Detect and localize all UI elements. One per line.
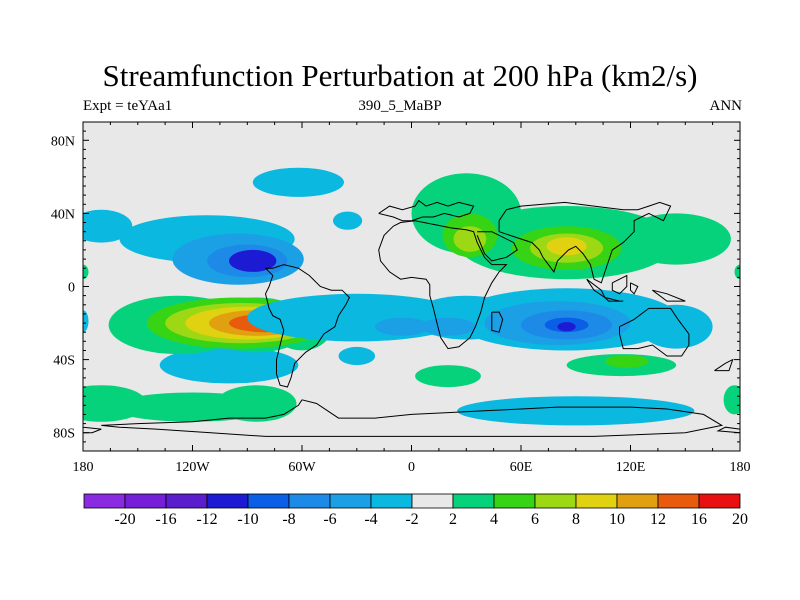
- coastline-1: [378, 220, 508, 350]
- contour-region-34: [453, 226, 487, 252]
- colorbar-box-0: [83, 493, 126, 509]
- coastline-7: [611, 274, 628, 295]
- colorbar-label-15: 20: [732, 511, 748, 528]
- x-tick-label-1: 120W: [175, 460, 210, 475]
- colorbar-label-14: 16: [691, 511, 707, 528]
- y-tick-label-1: 40N: [51, 207, 75, 222]
- colorbar-box-13: [616, 493, 659, 509]
- coastline-15: [716, 426, 740, 434]
- colorbar-box-7: [370, 493, 413, 509]
- colorbar-label-12: 10: [609, 511, 625, 528]
- coastline-3: [476, 231, 518, 262]
- colorbar-label-1: -16: [155, 511, 176, 528]
- contour-region-0: [333, 211, 363, 230]
- coastline-layer: [83, 199, 740, 437]
- colorbar-label-4: -8: [282, 511, 295, 528]
- colorbar-label-5: -6: [323, 511, 336, 528]
- colorbar-label-0: -20: [114, 511, 135, 528]
- contour-region-7: [252, 167, 344, 197]
- colorbar-box-14: [657, 493, 700, 509]
- contour-region-39: [604, 355, 649, 368]
- x-axis-labels: 180 120W 60W 0 60E 120E 180: [73, 460, 751, 475]
- colorbar-box-10: [493, 493, 536, 509]
- contour-region-24: [375, 317, 430, 336]
- contour-fill-layer: [83, 167, 740, 426]
- x-tick-label-5: 120E: [616, 460, 646, 475]
- colorbar-labels: -20 -16 -12 -10 -8 -6 -4 -2 2 4 6 8 10 12 16 20: [114, 511, 748, 528]
- contour-region-25: [420, 317, 476, 336]
- y-tick-label-2: 0: [68, 281, 75, 296]
- colorbar-label-10: 6: [531, 511, 539, 528]
- colorbar-label-7: -2: [405, 511, 418, 528]
- colorbar-label-3: -10: [237, 511, 258, 528]
- y-tick-label-0: 80N: [51, 134, 75, 149]
- y-tick-label-4: 80S: [53, 427, 75, 442]
- colorbar-box-11: [534, 493, 577, 509]
- colorbar-box-3: [206, 493, 249, 509]
- case-label: 390_5_MaBP: [358, 98, 442, 114]
- season-label: ANN: [709, 98, 743, 114]
- coastline-11: [714, 358, 734, 372]
- x-tick-label-3: 0: [408, 460, 415, 475]
- coastline-6: [604, 297, 624, 302]
- colorbar-box-9: [452, 493, 495, 509]
- coastline-12: [264, 264, 351, 388]
- y-axis-labels: 80N 40N 0 40S 80S: [51, 134, 75, 441]
- contour-region-37: [546, 237, 587, 256]
- experiment-label: Expt = teYAa1: [83, 98, 173, 114]
- contour-region-19: [216, 385, 297, 422]
- colorbar-label-9: 4: [490, 511, 498, 528]
- colorbar-box-12: [575, 493, 618, 509]
- contour-region-2: [83, 209, 133, 243]
- coastline-4: [498, 201, 672, 284]
- contour-region-23: [639, 304, 713, 349]
- x-tick-label-6: 180: [730, 460, 751, 475]
- y-tick-label-3: 40S: [53, 354, 75, 369]
- colorbar-box-8: [411, 493, 454, 509]
- colorbar-box-6: [329, 493, 372, 509]
- colorbar-label-11: 8: [572, 511, 580, 528]
- coastline-2: [491, 311, 504, 333]
- x-tick-label-0: 180: [73, 460, 94, 475]
- contour-region-40: [415, 365, 481, 388]
- coastline-9: [652, 289, 686, 302]
- colorbar-box-4: [247, 493, 290, 509]
- contour-region-42: [723, 385, 740, 415]
- contour-region-41: [457, 396, 695, 426]
- colorbar-label-6: -4: [364, 511, 377, 528]
- colorbar-label-13: 12: [650, 511, 666, 528]
- contour-region-43: [83, 310, 89, 333]
- contour-region-6: [338, 346, 376, 366]
- colorbar-label-2: -12: [196, 511, 217, 528]
- colorbar: [83, 493, 741, 509]
- colorbar-box-15: [698, 493, 741, 509]
- x-tick-label-2: 60W: [288, 460, 316, 475]
- contour-region-29: [557, 322, 576, 332]
- colorbar-box-5: [288, 493, 331, 509]
- x-tick-label-4: 60E: [510, 460, 533, 475]
- contour-region-5: [229, 249, 277, 272]
- colorbar-box-1: [124, 493, 167, 509]
- contour-region-8: [159, 346, 299, 384]
- coastline-10: [619, 307, 690, 357]
- coastline-13: [101, 399, 724, 437]
- contour-region-32: [621, 213, 731, 265]
- axis-ticks: [82, 122, 741, 451]
- colorbar-box-2: [165, 493, 208, 509]
- coastline-8: [630, 282, 639, 295]
- chart-title: Streamfunction Perturbation at 200 hPa (…: [102, 58, 698, 93]
- colorbar-label-8: 2: [449, 511, 457, 528]
